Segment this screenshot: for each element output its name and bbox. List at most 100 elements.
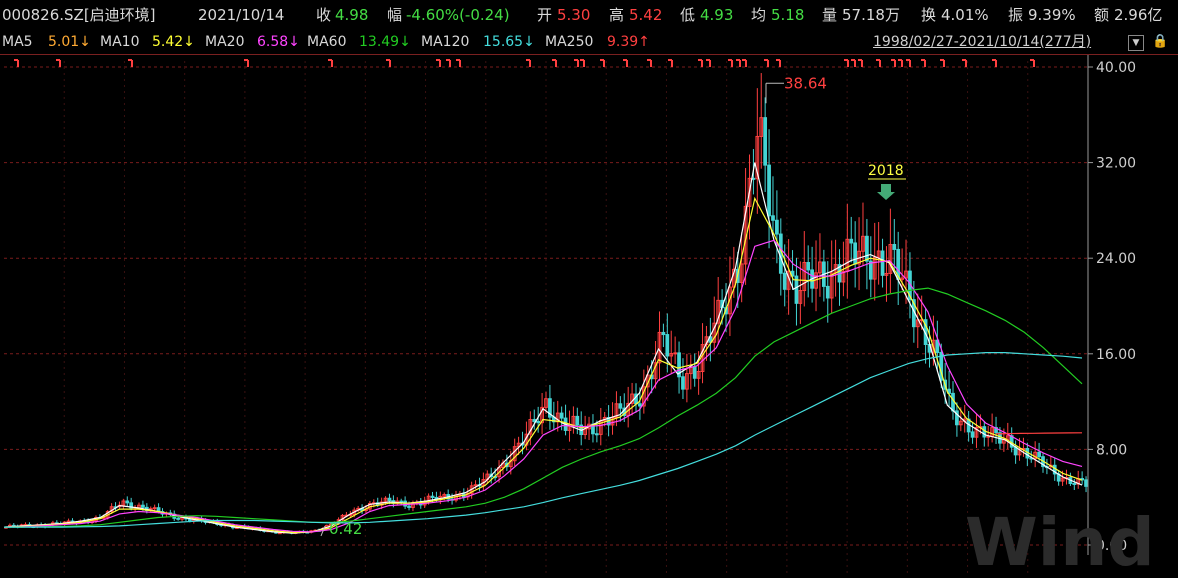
candle-body	[544, 398, 548, 408]
candle-body	[121, 500, 126, 506]
open-label: 开	[537, 6, 553, 24]
ma250-value: 9.39↑	[607, 34, 650, 50]
candle-body	[853, 242, 858, 265]
candle-body	[900, 277, 904, 280]
ma5-label: MA5	[2, 34, 33, 50]
ma-line-ma60	[4, 287, 1083, 528]
candle-body	[548, 398, 552, 418]
stock-code[interactable]: 000826.SZ[启迪环境]	[2, 6, 156, 24]
quote-header: 000826.SZ[启迪环境] 2021/10/14 收 4.98 幅 -4.6…	[0, 0, 1178, 30]
ma10-value: 5.42↓	[152, 34, 195, 50]
event-flags	[14, 59, 1035, 67]
amplitude-label: 振	[1008, 6, 1024, 24]
candle-body	[473, 484, 478, 487]
candle-body	[536, 420, 541, 424]
candle-body	[794, 275, 799, 304]
candle-body	[387, 497, 392, 502]
candle-body	[442, 494, 447, 497]
lock-icon[interactable]: 🔒	[1152, 34, 1169, 49]
candle-body	[125, 500, 130, 504]
ma-line-ma250	[995, 432, 1083, 435]
ma250-label: MA250	[545, 34, 594, 50]
candle-body	[595, 433, 599, 436]
chevron-down-icon[interactable]: ▼	[1128, 35, 1144, 51]
candle-body	[1017, 448, 1022, 456]
open-value: 5.30	[557, 6, 591, 24]
candle-body	[685, 373, 689, 390]
candle-body	[935, 339, 940, 354]
avg-label: 均	[751, 6, 767, 24]
y-tick-label: 0.00	[1096, 538, 1127, 554]
ma20-label: MA20	[205, 34, 245, 50]
candle-body	[747, 177, 752, 207]
low-label: 低	[680, 6, 696, 24]
amount-label: 额	[1094, 6, 1110, 24]
candle-body	[1037, 451, 1041, 458]
candle-body	[669, 353, 674, 357]
candle-body	[696, 370, 701, 379]
ma20-value: 6.58↓	[257, 34, 300, 50]
avg-value: 5.18	[771, 6, 805, 24]
candle-body	[880, 250, 885, 276]
candle-body	[512, 446, 517, 462]
chart-background	[0, 55, 1178, 578]
max-label: 38.64	[784, 74, 827, 92]
candle-body	[767, 164, 771, 217]
candle-body	[955, 410, 959, 426]
y-tick-label: 8.00	[1096, 442, 1127, 458]
candle-body	[798, 290, 803, 304]
low-value: 4.93	[700, 6, 734, 24]
date-range-selector[interactable]: 1998/02/27-2021/10/14(277月)	[873, 34, 1092, 50]
year-marker-label: 2018	[868, 163, 904, 179]
candle-body	[1072, 482, 1077, 485]
candle-body	[1084, 479, 1088, 487]
candle-body	[958, 420, 963, 426]
candle-body	[951, 392, 955, 412]
high-value: 5.42	[629, 6, 663, 24]
candle-body	[818, 261, 822, 274]
candle-body	[865, 235, 869, 262]
close-value: 4.98	[335, 6, 369, 24]
candle-body	[657, 331, 662, 364]
candle-body	[681, 376, 685, 390]
change-label: 幅	[387, 6, 403, 24]
candle-body	[630, 393, 634, 404]
candle-body	[872, 256, 877, 280]
candle-body	[692, 366, 697, 379]
change-value: -4.60%(-0.24)	[406, 6, 510, 24]
watermark: Wind	[965, 504, 1155, 578]
grid-layer	[4, 61, 1088, 575]
ma5-value: 5.01↓	[48, 34, 91, 50]
candle-body	[399, 500, 404, 503]
candle-body	[771, 215, 775, 221]
min-label: 0.42	[329, 520, 362, 538]
header-separator	[0, 54, 1178, 55]
kline-chart[interactable]: 40.00 32.00 24.00 16.00 8.00 0.00 38.64 0.42 20…	[0, 55, 1178, 578]
candle-body	[829, 272, 834, 299]
candle-body	[716, 299, 721, 324]
ma120-label: MA120	[421, 34, 470, 50]
candle-body	[712, 322, 717, 343]
candle-body	[825, 285, 830, 299]
annotations: 38.64 0.42 2018	[320, 74, 906, 538]
ma60-value: 13.49↓	[359, 34, 411, 50]
candle-body	[129, 502, 134, 509]
turnover-value: 4.01%	[941, 6, 989, 24]
candle-body	[614, 403, 619, 418]
y-tick-label: 32.00	[1096, 156, 1136, 172]
candle-body	[430, 495, 435, 498]
candle-body	[673, 352, 678, 355]
candle-body	[661, 331, 666, 336]
candle-body	[861, 235, 865, 252]
ma-bar: MA5 5.01↓ MA10 5.42↓ MA20 6.58↓ MA60 13.…	[0, 30, 1178, 54]
high-label: 高	[609, 6, 625, 24]
candle-body	[641, 386, 646, 407]
candle-body	[1060, 477, 1065, 482]
candle-body	[849, 238, 854, 244]
candle-body	[653, 362, 658, 380]
candle-body	[931, 339, 936, 353]
candle-body	[176, 517, 181, 520]
volume-label: 量	[822, 6, 838, 24]
ma10-label: MA10	[100, 34, 140, 50]
candle-body	[970, 431, 975, 438]
